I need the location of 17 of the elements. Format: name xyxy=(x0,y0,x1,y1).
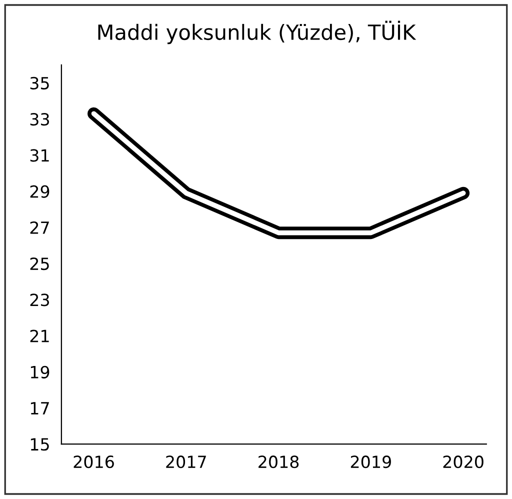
y-tick-label: 35 xyxy=(30,76,49,90)
y-tick-label: 23 xyxy=(30,294,49,306)
y-tick-label: 25 xyxy=(30,257,49,270)
y-tick-label: 19 xyxy=(30,366,50,378)
y-tick-label: 15 xyxy=(30,438,49,451)
y-tick-label: 27 xyxy=(30,221,49,234)
x-tick-label: 2018 xyxy=(258,456,299,468)
x-tick-label: 2020 xyxy=(443,456,484,468)
x-tick-label: 2016 xyxy=(74,456,114,468)
y-tick-label: 17 xyxy=(30,402,49,414)
y-tick-label: 21 xyxy=(30,330,49,342)
y-tick-label: 29 xyxy=(30,185,50,198)
y-tick-label: 31 xyxy=(30,149,49,162)
x-tick-label: 2019 xyxy=(350,456,391,468)
y-tick-label: 33 xyxy=(30,113,49,126)
chart-title: Maddi yoksunluk (Yüzde), TÜİK xyxy=(98,20,416,44)
x-tick-label: 2017 xyxy=(166,456,206,468)
